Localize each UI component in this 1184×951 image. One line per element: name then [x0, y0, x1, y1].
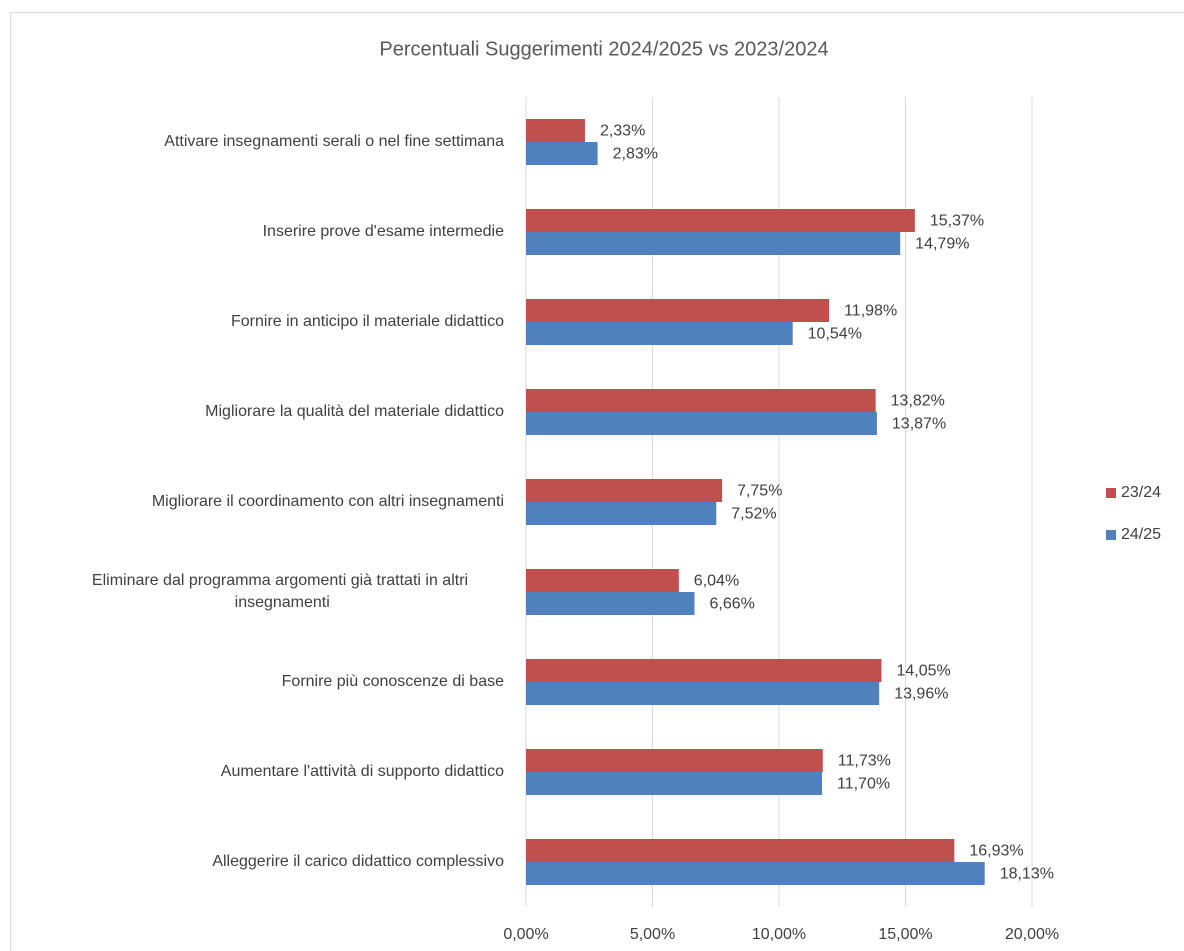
x-tick-label: 20,00% [1005, 926, 1059, 943]
y-tick-label: Aumentare l'attività di supporto didatti… [221, 763, 504, 780]
bar [526, 659, 882, 682]
value-label: 14,79% [915, 236, 969, 253]
bar [526, 142, 598, 165]
bar [526, 119, 585, 142]
value-label: 7,52% [731, 506, 776, 523]
bar [526, 209, 915, 232]
value-label: 13,82% [891, 393, 945, 410]
x-tick-label: 0,00% [503, 926, 548, 943]
value-label: 13,87% [892, 416, 946, 433]
value-label: 18,13% [1000, 866, 1054, 883]
chart-title: Percentuali Suggerimenti 2024/2025 vs 20… [379, 38, 828, 60]
value-label: 10,54% [808, 326, 862, 343]
value-label: 2,33% [600, 123, 645, 140]
bar [526, 502, 717, 525]
x-tick-label: 10,00% [752, 926, 806, 943]
value-label: 11,70% [837, 776, 890, 793]
value-label: 11,73% [838, 753, 891, 770]
bar [526, 389, 876, 412]
y-tick-label: Migliorare il coordinamento con altri in… [152, 493, 504, 510]
bar [526, 772, 823, 795]
legend-label: 24/25 [1121, 526, 1161, 543]
bar [526, 569, 679, 592]
value-label: 13,96% [894, 686, 948, 703]
bar [526, 839, 955, 862]
y-tick-label: Migliorare la qualità del materiale dida… [205, 403, 504, 420]
value-label: 14,05% [896, 663, 950, 680]
legend-label: 23/24 [1121, 484, 1161, 501]
bar [526, 862, 985, 885]
bar [526, 592, 695, 615]
y-tick-label: Alleggerire il carico didattico compless… [212, 853, 504, 870]
bar [526, 479, 723, 502]
value-label: 6,04% [694, 573, 739, 590]
value-label: 6,66% [709, 596, 754, 613]
bar [526, 749, 823, 772]
x-tick-label: 15,00% [878, 926, 932, 943]
bar [526, 322, 793, 345]
value-label: 7,75% [737, 483, 782, 500]
bar [526, 412, 877, 435]
value-label: 2,83% [613, 146, 658, 163]
bar [526, 682, 880, 705]
x-tick-label: 5,00% [630, 926, 675, 943]
legend-swatch [1106, 530, 1116, 540]
value-label: 16,93% [969, 843, 1023, 860]
bar [526, 232, 901, 255]
bar [526, 299, 830, 322]
y-tick-label: Fornire più conoscenze di base [282, 673, 504, 690]
value-label: 15,37% [930, 213, 984, 230]
y-tick-label: Eliminare dal programma argomenti già tr… [92, 572, 468, 611]
value-label: 11,98% [844, 303, 897, 320]
y-tick-label: Attivare insegnamenti serali o nel fine … [164, 133, 504, 150]
y-tick-label: Inserire prove d'esame intermedie [263, 223, 504, 240]
y-tick-label: Fornire in anticipo il materiale didatti… [231, 313, 504, 330]
legend-swatch [1106, 488, 1116, 498]
